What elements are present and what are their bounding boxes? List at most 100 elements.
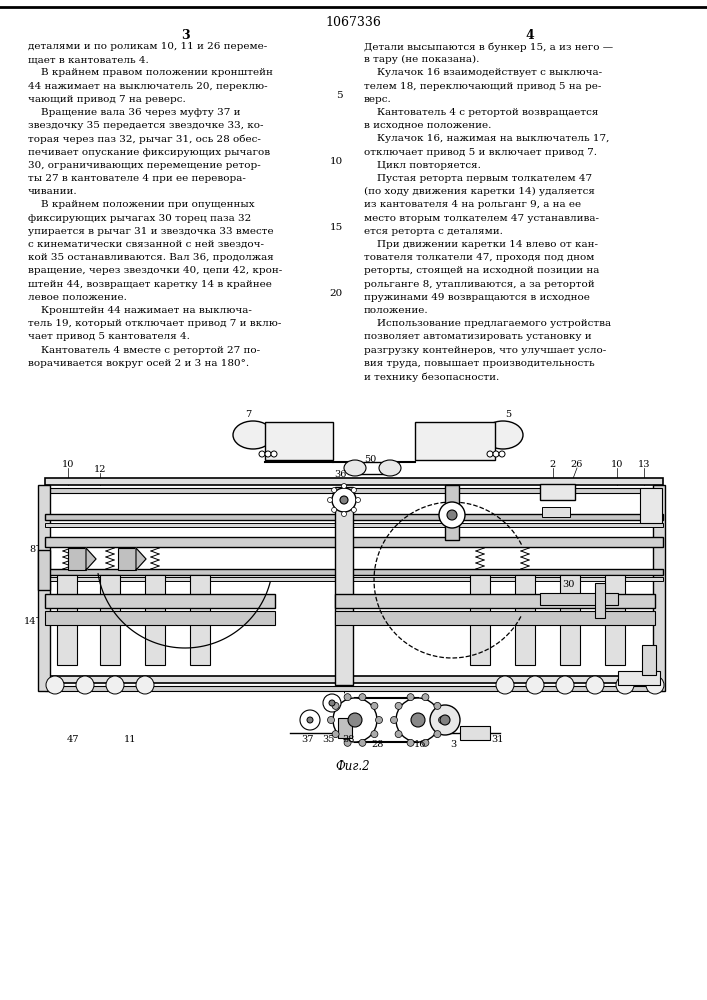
- Text: левое положение.: левое положение.: [28, 293, 127, 302]
- Text: штейн 44, возвращает каретку 14 в крайнее: штейн 44, возвращает каретку 14 в крайне…: [28, 280, 272, 289]
- Text: тователя толкатели 47, проходя под дном: тователя толкатели 47, проходя под дном: [364, 253, 595, 262]
- Text: 1067336: 1067336: [325, 16, 381, 29]
- Circle shape: [332, 702, 339, 709]
- Bar: [540, 593, 618, 605]
- Bar: [100, 575, 120, 665]
- Bar: [335, 611, 655, 625]
- Bar: [190, 575, 210, 665]
- Bar: [38, 550, 50, 590]
- Text: пружинами 49 возвращаются в исходное: пружинами 49 возвращаются в исходное: [364, 293, 590, 302]
- Circle shape: [430, 705, 460, 735]
- Circle shape: [344, 694, 351, 701]
- Circle shape: [487, 451, 493, 457]
- Circle shape: [434, 702, 441, 709]
- Text: чающий привод 7 на реверс.: чающий привод 7 на реверс.: [28, 95, 186, 104]
- Circle shape: [359, 739, 366, 746]
- Bar: [68, 548, 86, 570]
- Text: 28: 28: [372, 740, 384, 749]
- Circle shape: [333, 698, 377, 742]
- Bar: [45, 676, 663, 683]
- Text: телем 18, переключающий привод 5 на ре-: телем 18, переключающий привод 5 на ре-: [364, 82, 602, 91]
- Bar: [642, 645, 656, 675]
- Circle shape: [439, 502, 465, 528]
- Text: 16: 16: [414, 740, 426, 749]
- Text: 35: 35: [322, 735, 334, 744]
- Text: чает привод 5 кантователя 4.: чает привод 5 кантователя 4.: [28, 332, 190, 341]
- Text: 26: 26: [571, 460, 583, 469]
- Text: 10: 10: [329, 157, 343, 166]
- Bar: [460, 726, 490, 740]
- Circle shape: [556, 676, 574, 694]
- Text: ворачивается вокруг осей 2 и 3 на 180°.: ворачивается вокруг осей 2 и 3 на 180°.: [28, 359, 249, 368]
- Text: 30, ограничивающих перемещение ретор-: 30, ограничивающих перемещение ретор-: [28, 161, 261, 170]
- Circle shape: [327, 497, 332, 502]
- Bar: [118, 548, 136, 570]
- Circle shape: [271, 451, 277, 457]
- Text: вия труда, повышает производительность: вия труда, повышает производительность: [364, 359, 595, 368]
- Circle shape: [136, 676, 154, 694]
- Ellipse shape: [379, 460, 401, 476]
- Circle shape: [422, 694, 429, 701]
- Text: 5: 5: [337, 91, 343, 100]
- Text: звездочку 35 передается звездочке 33, ко-: звездочку 35 передается звездочке 33, ко…: [28, 121, 264, 130]
- Text: ется реторта с деталями.: ется реторта с деталями.: [364, 227, 503, 236]
- Text: 8: 8: [30, 545, 36, 554]
- Circle shape: [76, 676, 94, 694]
- Text: 10: 10: [62, 460, 74, 469]
- Bar: [45, 488, 663, 493]
- Circle shape: [348, 713, 362, 727]
- Bar: [45, 577, 663, 581]
- Text: Кулачок 16 взаимодействует с выключа-: Кулачок 16 взаимодействует с выключа-: [364, 68, 602, 77]
- Text: Вращение вала 36 через муфту 37 и: Вращение вала 36 через муфту 37 и: [28, 108, 240, 117]
- Text: верс.: верс.: [364, 95, 392, 104]
- Text: с кинематически связанной с ней звездоч-: с кинематически связанной с ней звездоч-: [28, 240, 264, 249]
- Circle shape: [332, 488, 337, 493]
- Circle shape: [407, 694, 414, 701]
- Bar: [45, 686, 663, 691]
- Circle shape: [493, 451, 499, 457]
- Text: 36: 36: [334, 470, 346, 479]
- Text: Пустая реторта первым толкателем 47: Пустая реторта первым толкателем 47: [364, 174, 592, 183]
- Circle shape: [341, 484, 346, 488]
- Circle shape: [616, 676, 634, 694]
- Text: 50: 50: [364, 455, 376, 464]
- Text: 7: 7: [245, 410, 251, 419]
- Text: Кантователь 4 вместе с ретортой 27 по-: Кантователь 4 вместе с ретортой 27 по-: [28, 346, 260, 355]
- Circle shape: [265, 451, 271, 457]
- Text: 14: 14: [23, 617, 36, 626]
- Circle shape: [390, 716, 397, 724]
- Circle shape: [307, 717, 313, 723]
- Text: При движении каретки 14 влево от кан-: При движении каретки 14 влево от кан-: [364, 240, 598, 249]
- Bar: [45, 611, 275, 625]
- Text: реторты, стоящей на исходной позиции на: реторты, стоящей на исходной позиции на: [364, 266, 600, 275]
- Circle shape: [46, 676, 64, 694]
- Text: щает в кантователь 4.: щает в кантователь 4.: [28, 55, 148, 64]
- Text: упирается в рычаг 31 и звездочка 33 вместе: упирается в рычаг 31 и звездочка 33 вмес…: [28, 227, 274, 236]
- Text: Кронштейн 44 нажимает на выключа-: Кронштейн 44 нажимает на выключа-: [28, 306, 252, 315]
- Text: 38: 38: [341, 735, 354, 744]
- Circle shape: [422, 739, 429, 746]
- Text: 31: 31: [491, 735, 503, 744]
- Bar: [515, 575, 535, 665]
- Text: разгрузку контейнеров, что улучшает усло-: разгрузку контейнеров, что улучшает усло…: [364, 346, 606, 355]
- Text: торая через паз 32, рычаг 31, ось 28 обес-: торая через паз 32, рычаг 31, ось 28 обе…: [28, 134, 261, 144]
- Circle shape: [329, 700, 335, 706]
- Bar: [45, 537, 663, 547]
- Bar: [595, 583, 605, 618]
- Circle shape: [371, 731, 378, 738]
- Text: 44 нажимает на выключатель 20, переклю-: 44 нажимает на выключатель 20, переклю-: [28, 82, 268, 91]
- Polygon shape: [86, 548, 96, 570]
- Text: Кантователь 4 с ретортой возвращается: Кантователь 4 с ретортой возвращается: [364, 108, 598, 117]
- Circle shape: [351, 488, 356, 493]
- Circle shape: [371, 702, 378, 709]
- Text: 20: 20: [329, 289, 343, 298]
- Bar: [45, 569, 663, 575]
- Circle shape: [646, 676, 664, 694]
- Circle shape: [411, 713, 425, 727]
- Text: Фиг.2: Фиг.2: [336, 760, 370, 773]
- Text: 12: 12: [94, 465, 106, 474]
- Circle shape: [332, 488, 356, 512]
- Text: рольганге 8, утапливаются, а за ретортой: рольганге 8, утапливаются, а за ретортой: [364, 280, 595, 289]
- Bar: [45, 514, 663, 520]
- Circle shape: [351, 507, 356, 512]
